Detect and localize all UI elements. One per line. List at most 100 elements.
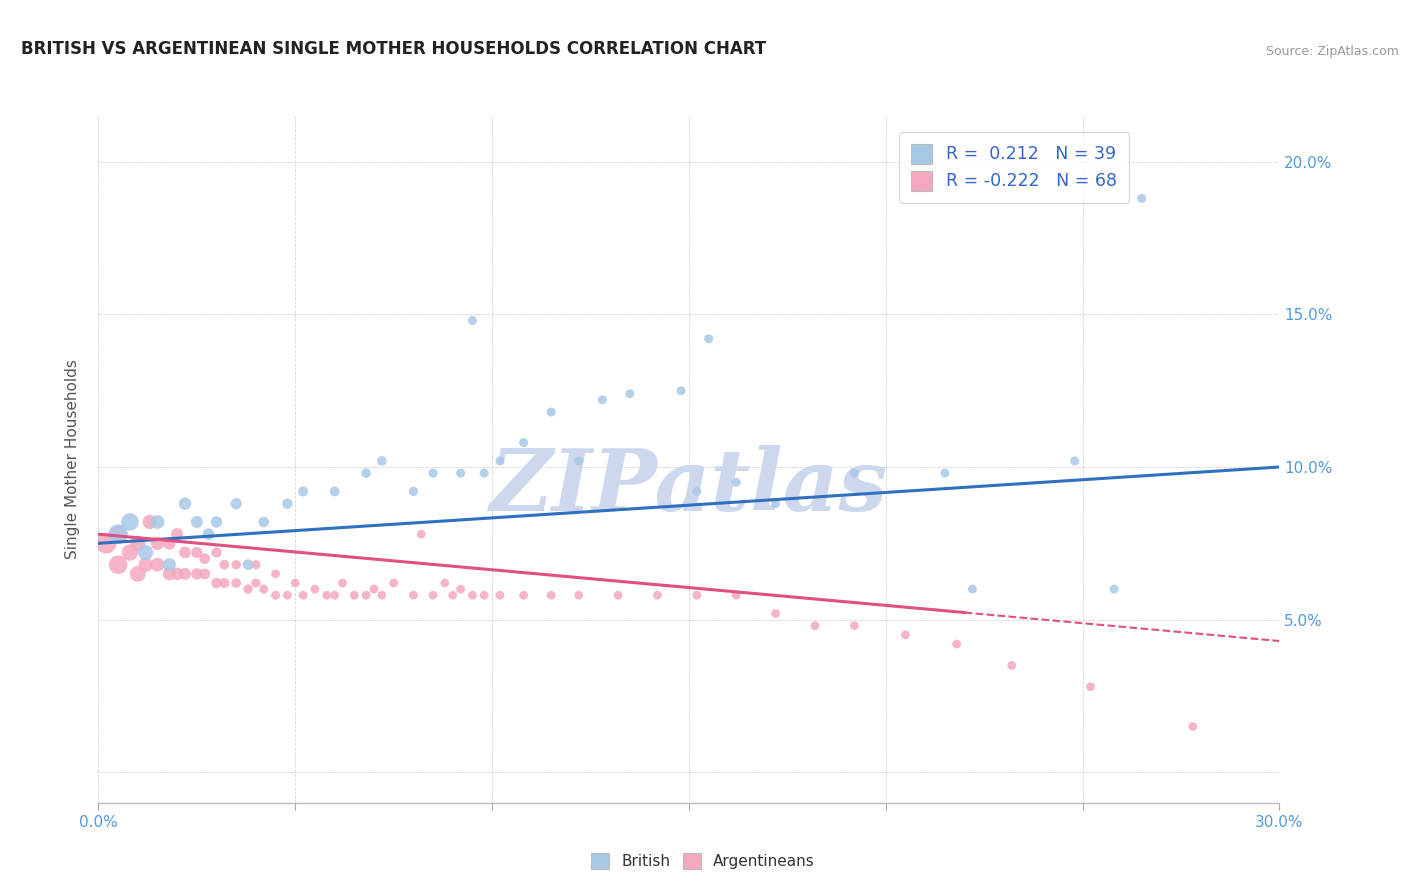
Point: [371, 454, 394, 468]
Point: [315, 588, 337, 602]
Point: [354, 466, 377, 480]
Point: [540, 405, 562, 419]
Point: [332, 576, 354, 591]
Y-axis label: Single Mother Households: Single Mother Households: [65, 359, 80, 559]
Point: [245, 576, 267, 591]
Point: [292, 484, 315, 499]
Point: [686, 484, 709, 499]
Point: [107, 527, 129, 541]
Point: [489, 454, 512, 468]
Point: [669, 384, 692, 398]
Point: [146, 536, 169, 550]
Point: [461, 588, 484, 602]
Point: [194, 566, 217, 581]
Point: [472, 466, 495, 480]
Point: [804, 619, 827, 633]
Point: [450, 582, 472, 596]
Point: [107, 527, 129, 541]
Point: [292, 588, 315, 602]
Text: BRITISH VS ARGENTINEAN SINGLE MOTHER HOUSEHOLDS CORRELATION CHART: BRITISH VS ARGENTINEAN SINGLE MOTHER HOU…: [21, 40, 766, 58]
Point: [512, 588, 534, 602]
Point: [433, 576, 456, 591]
Point: [174, 545, 197, 559]
Point: [118, 515, 141, 529]
Point: [422, 466, 444, 480]
Point: [157, 536, 180, 550]
Point: [174, 566, 197, 581]
Point: [934, 466, 956, 480]
Point: [118, 545, 141, 559]
Point: [253, 515, 276, 529]
Point: [568, 588, 591, 602]
Point: [450, 466, 472, 480]
Point: [472, 588, 495, 602]
Point: [343, 588, 366, 602]
Point: [214, 558, 236, 572]
Point: [245, 558, 267, 572]
Point: [323, 484, 346, 499]
Point: [205, 576, 228, 591]
Point: [166, 527, 188, 541]
Point: [461, 313, 484, 327]
Point: [96, 536, 118, 550]
Point: [205, 545, 228, 559]
Point: [1001, 658, 1024, 673]
Point: [146, 515, 169, 529]
Point: [127, 536, 149, 550]
Point: [236, 558, 259, 572]
Point: [264, 566, 287, 581]
Point: [304, 582, 326, 596]
Point: [844, 619, 866, 633]
Point: [1063, 454, 1085, 468]
Point: [1080, 680, 1102, 694]
Point: [568, 454, 591, 468]
Point: [765, 497, 787, 511]
Point: [194, 551, 217, 566]
Point: [686, 588, 709, 602]
Point: [1130, 191, 1153, 205]
Point: [619, 386, 641, 401]
Point: [107, 558, 129, 572]
Point: [402, 484, 425, 499]
Point: [214, 576, 236, 591]
Point: [402, 588, 425, 602]
Point: [894, 628, 917, 642]
Point: [441, 588, 464, 602]
Point: [157, 558, 180, 572]
Legend: British, Argentineans: British, Argentineans: [585, 847, 821, 875]
Point: [276, 497, 298, 511]
Text: Source: ZipAtlas.com: Source: ZipAtlas.com: [1265, 45, 1399, 58]
Point: [253, 582, 276, 596]
Point: [591, 392, 613, 407]
Point: [323, 588, 346, 602]
Point: [422, 588, 444, 602]
Point: [197, 527, 219, 541]
Point: [135, 545, 157, 559]
Point: [725, 475, 748, 490]
Point: [236, 582, 259, 596]
Point: [371, 588, 394, 602]
Point: [225, 497, 247, 511]
Point: [697, 332, 720, 346]
Point: [1181, 719, 1204, 733]
Point: [276, 588, 298, 602]
Point: [157, 566, 180, 581]
Point: [725, 588, 748, 602]
Text: ZIPatlas: ZIPatlas: [489, 445, 889, 529]
Point: [186, 545, 208, 559]
Point: [186, 566, 208, 581]
Point: [844, 466, 866, 480]
Point: [607, 588, 630, 602]
Point: [945, 637, 967, 651]
Point: [284, 576, 307, 591]
Point: [647, 588, 669, 602]
Point: [962, 582, 984, 596]
Point: [264, 588, 287, 602]
Point: [1102, 582, 1125, 596]
Point: [225, 576, 247, 591]
Point: [363, 582, 385, 596]
Point: [174, 497, 197, 511]
Point: [127, 566, 149, 581]
Point: [205, 515, 228, 529]
Point: [512, 435, 534, 450]
